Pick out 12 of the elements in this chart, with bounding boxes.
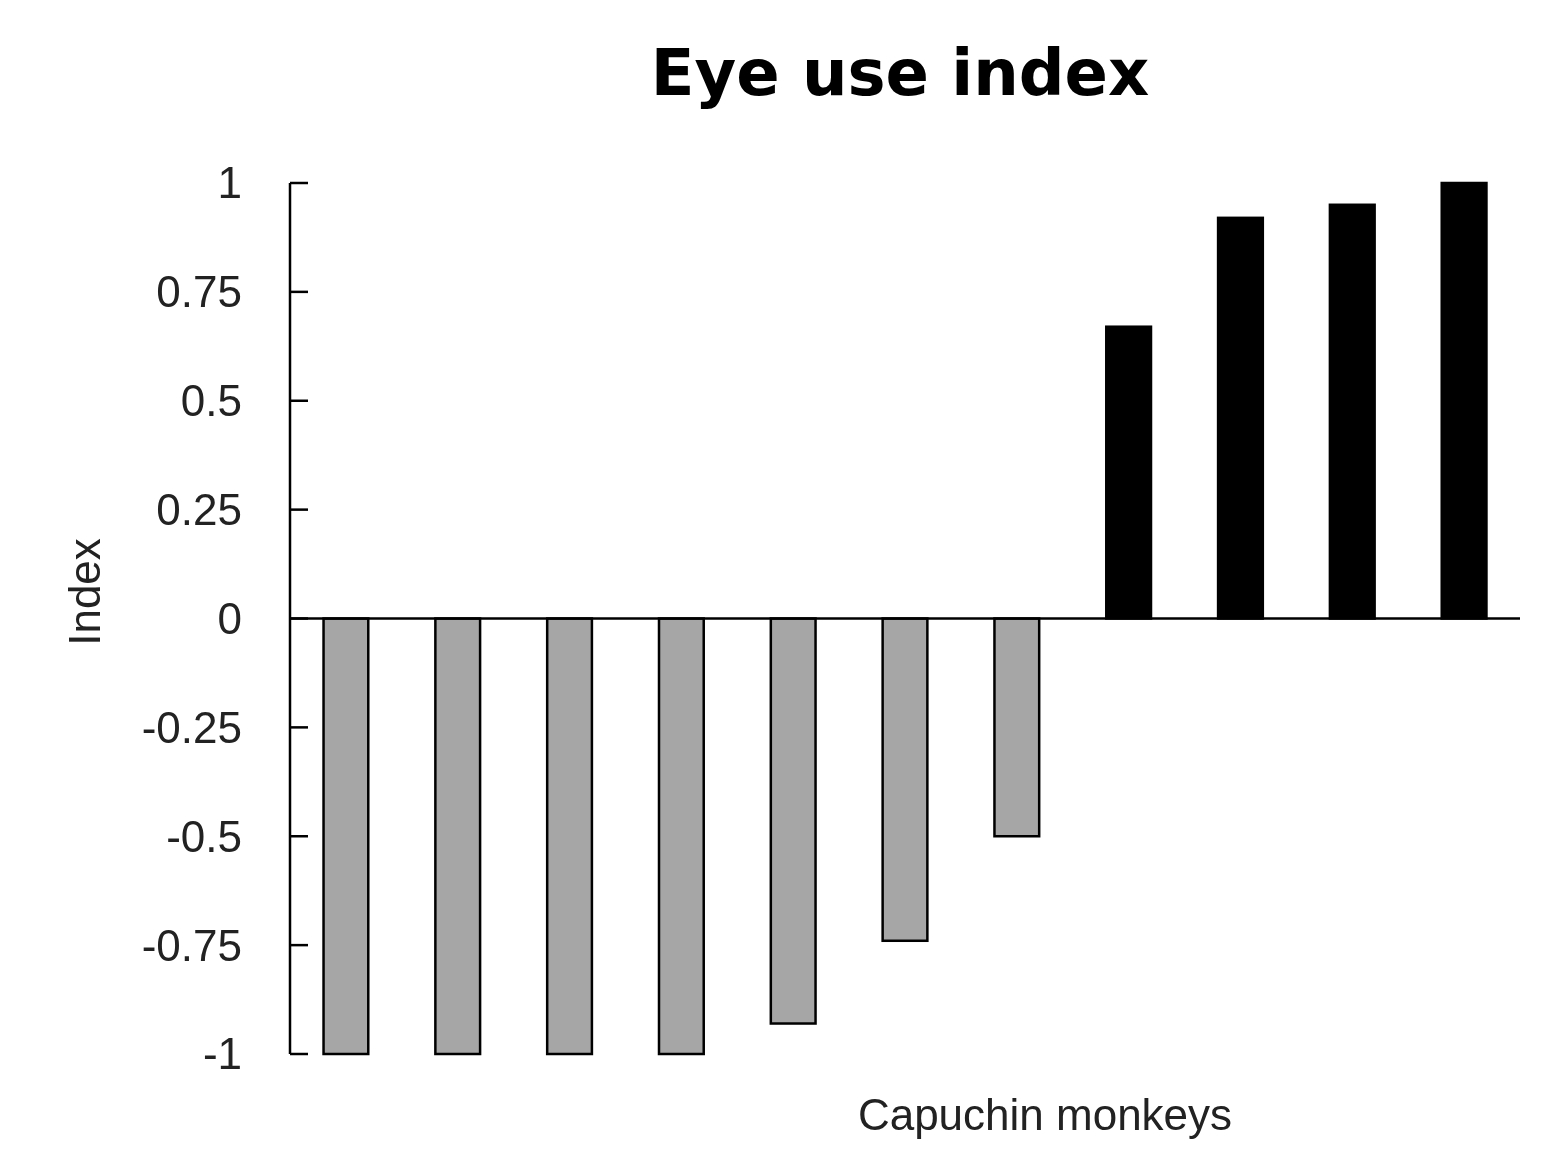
y-tick-label: -0.25 — [141, 702, 242, 752]
y-tick-label: 1 — [217, 158, 242, 208]
y-tick-label: -0.5 — [166, 811, 242, 861]
y-tick-label: 0.25 — [156, 485, 242, 535]
y-tick-label: -0.75 — [141, 920, 242, 970]
chart-title: Eye use index — [650, 36, 1150, 110]
y-tick-label: -1 — [202, 1029, 242, 1079]
y-tick-label: 0 — [217, 593, 242, 643]
y-axis-title: Index — [60, 538, 109, 646]
x-axis-title: Capuchin monkeys — [857, 1090, 1233, 1139]
y-tick-label: 0.75 — [156, 267, 242, 317]
y-tick-label: 0.5 — [180, 376, 242, 426]
